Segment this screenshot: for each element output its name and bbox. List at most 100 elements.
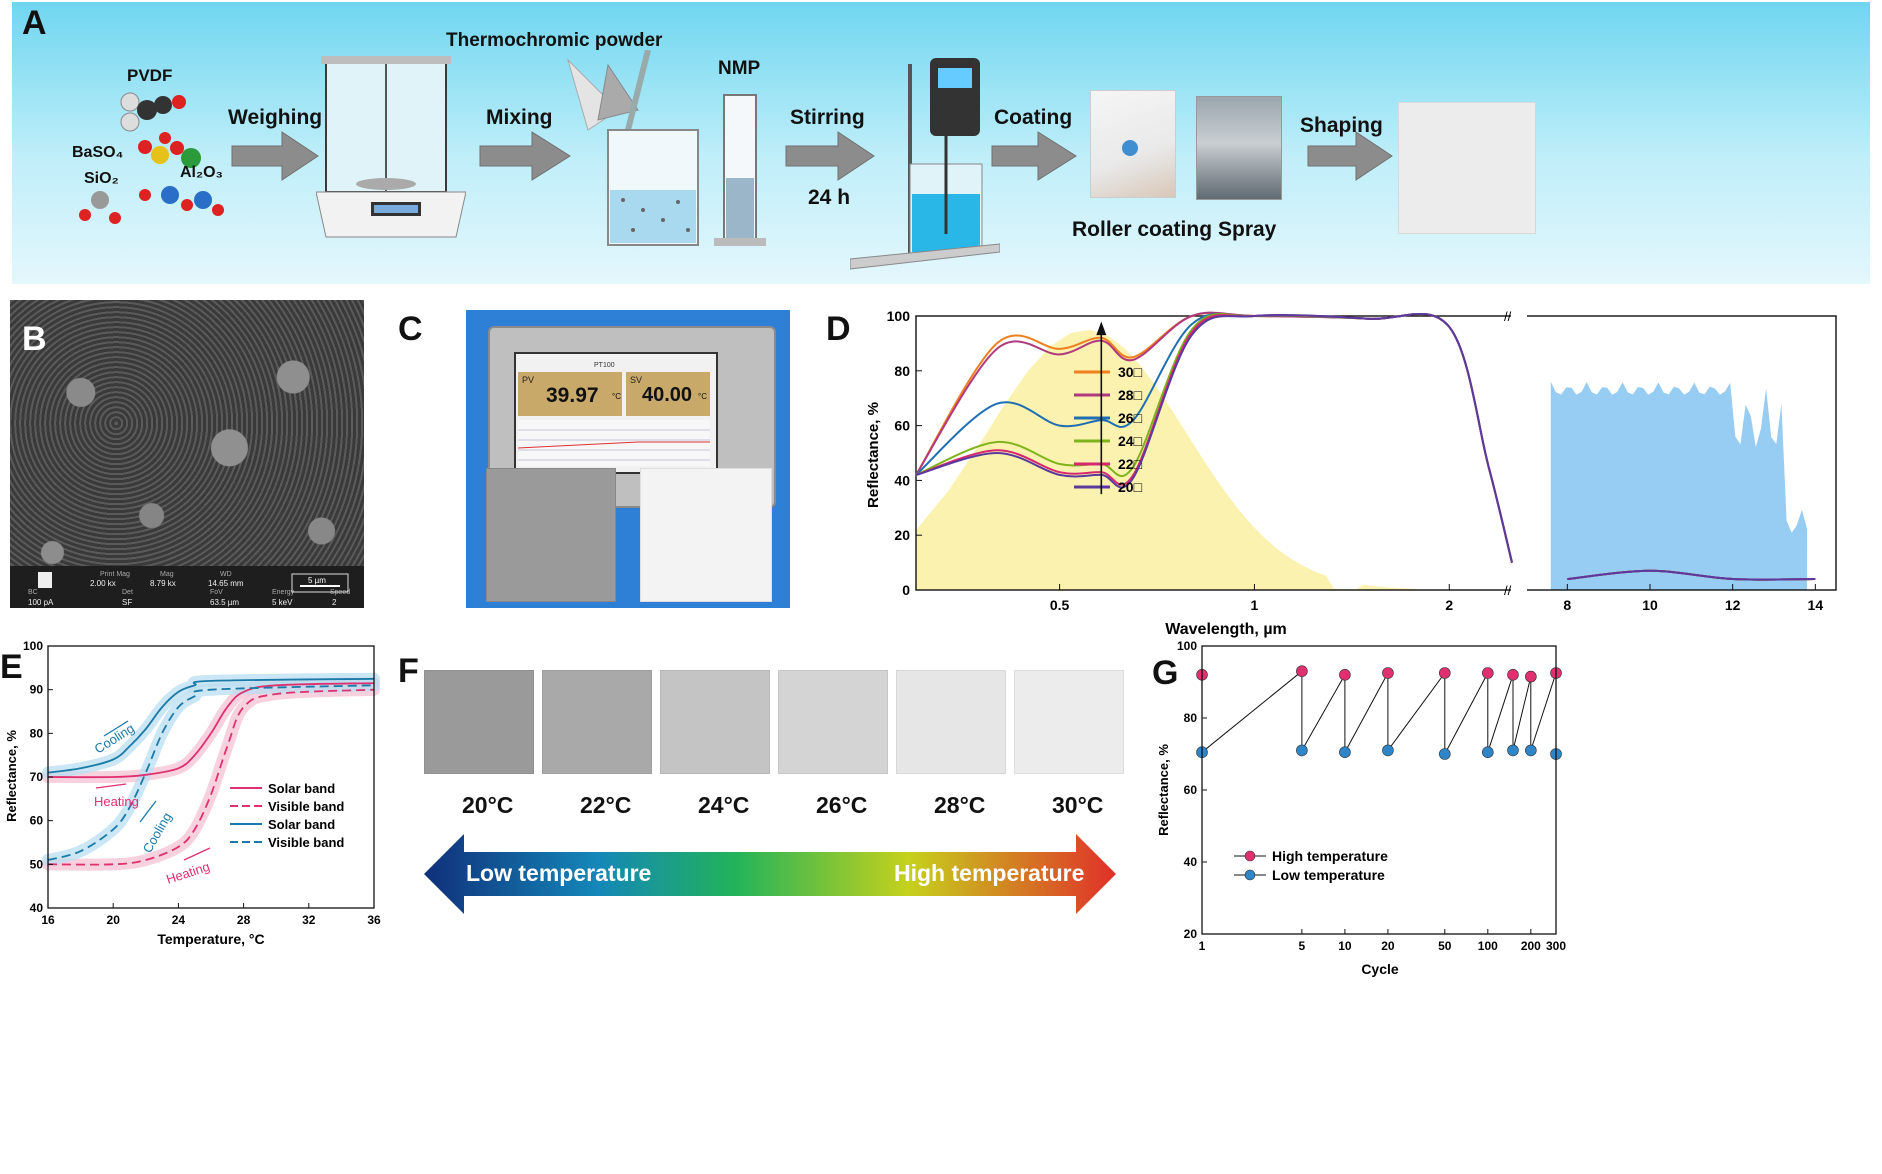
swatch-0 (424, 670, 534, 774)
swatch-1 (542, 670, 652, 774)
sv-value: 40.00 (642, 384, 693, 406)
g-point-1-3 (1382, 744, 1394, 757)
e-legend-label-0: Solar band (268, 781, 335, 796)
swatch-label-4: 28°C (934, 792, 986, 818)
swatch-4 (896, 670, 1006, 774)
sv-display (626, 372, 710, 416)
pv-unit: °C (612, 392, 621, 401)
al2o3-label: Al₂O₃ (180, 164, 223, 181)
d-ylabel: Reflectance, % (865, 402, 882, 508)
panel-a-letter: A (22, 4, 47, 42)
g-legend-label-1: Low temperature (1272, 867, 1385, 883)
step-mixing: Mixing (486, 106, 553, 129)
e-arrow-3 (183, 847, 211, 861)
pv-label: PV (522, 375, 535, 385)
g-point-0-3 (1382, 667, 1394, 679)
e-arrow-1 (95, 783, 127, 789)
step-weighing: Weighing (228, 106, 323, 129)
g-point-1-4 (1438, 748, 1451, 760)
sem-header-5: FoV (210, 589, 223, 596)
e-ytick-label-5: 90 (30, 683, 44, 697)
sem-value-6: 5 keV (272, 598, 293, 607)
swatch-label-0: 20°C (462, 792, 514, 818)
d-ytick-label-4: 80 (894, 363, 910, 379)
sv-label: SV (630, 375, 643, 385)
molecules-illustration (79, 92, 224, 224)
solar-spectrum (916, 329, 1512, 590)
d-legend-label-2: 26□ (1118, 410, 1143, 426)
sio2-label: SiO₂ (84, 170, 119, 187)
d-arrow-head (1096, 321, 1107, 336)
g-ytick-label-0: 20 (1184, 927, 1198, 941)
g-point-1-6 (1507, 744, 1519, 757)
swatch-label-3: 26°C (816, 792, 868, 818)
pv-value: 39.97 (546, 384, 599, 407)
sv-unit: °C (698, 392, 707, 401)
sem-value-7: 2 (332, 598, 337, 607)
e-xtick-label-4: 32 (302, 913, 316, 927)
e-series-0 (47, 682, 375, 779)
process-arrows (231, 131, 1393, 181)
d-series-right-5 (1567, 569, 1816, 581)
low-temperature-label: Low temperature (466, 860, 652, 886)
spray-photo (1196, 96, 1282, 200)
e-xtick-label-0: 16 (41, 913, 55, 927)
panel-b-letter: B (22, 320, 47, 358)
d-ytick-label-2: 40 (894, 472, 910, 488)
d-xtick-right-label-2: 12 (1725, 597, 1741, 613)
spray-label: Spray (1218, 218, 1277, 241)
sem-info-text: Print Mag Mag WD BC Det FoV Energy Speed… (28, 571, 350, 607)
g-point-0-5 (1482, 667, 1494, 679)
d-series-left-5 (915, 312, 1513, 563)
stirrer-illustration (850, 58, 1000, 270)
sem-header-0: Print Mag (100, 571, 130, 578)
e-ytick-label-2: 60 (30, 814, 44, 828)
temperature-gradient-arrow (424, 834, 1116, 914)
g-point-0-1 (1296, 665, 1308, 678)
e-xtick-label-3: 28 (237, 913, 251, 927)
d-ytick-label-0: 0 (902, 582, 910, 598)
g-point-0-4 (1438, 667, 1451, 679)
swatch-5 (1014, 670, 1124, 774)
e-legend-label-3: Visible band (268, 835, 344, 850)
e-series-3 (47, 684, 375, 861)
panel-f-letter: F (398, 652, 419, 690)
sem-value-0: 2.00 kx (90, 579, 116, 588)
g-point-0-6 (1507, 668, 1519, 681)
e-xlabel: Temperature, °C (157, 931, 264, 947)
g-legend-label-0: High temperature (1272, 848, 1388, 864)
swatch-3 (778, 670, 888, 774)
high-temperature-label: High temperature (894, 860, 1085, 886)
panel-e-letter: E (0, 648, 23, 686)
e-series-1 (47, 688, 375, 866)
e-ytick-label-4: 80 (30, 726, 44, 740)
mixing-illustration (566, 50, 699, 246)
baso4-label: BaSO₄ (72, 144, 124, 161)
g-ytick-label-3: 80 (1184, 711, 1198, 725)
sem-header-4: Det (122, 589, 133, 596)
panel-g-letter: G (1152, 654, 1179, 692)
roller-label: Roller coating (1072, 218, 1213, 241)
axis-break-top: // (1504, 309, 1512, 324)
d-xtick-left-label-0: 0.5 (1050, 597, 1070, 613)
step-stirring: Stirring (790, 106, 865, 129)
g-ytick-label-1: 40 (1184, 855, 1198, 869)
g-xtick-label-0: 1 (1199, 939, 1206, 953)
shaped-sample (1398, 102, 1536, 234)
g-point-1-5 (1482, 746, 1494, 758)
pvdf-label: PVDF (127, 66, 173, 85)
e-annotation-3: Heating (164, 859, 211, 887)
swatch-label-1: 22°C (580, 792, 632, 818)
e-legend-label-2: Solar band (268, 817, 335, 832)
d-legend-label-1: 28□ (1118, 387, 1143, 403)
swatch-label-5: 30°C (1052, 792, 1104, 818)
d-xlabel: Wavelength, µm (1165, 621, 1287, 638)
e-ylabel: Reflectance, % (4, 730, 19, 822)
cylinder-illustration (714, 94, 766, 246)
duration-label: 24 h (808, 186, 851, 209)
chart-g: 20 40 60 80 100 1 5 10 20 50 100 200 300 Reflectance,… (1156, 639, 1566, 977)
pv-display (518, 372, 622, 416)
device-model: PT100 (594, 362, 615, 369)
g-xtick-label-6: 200 (1521, 939, 1541, 953)
